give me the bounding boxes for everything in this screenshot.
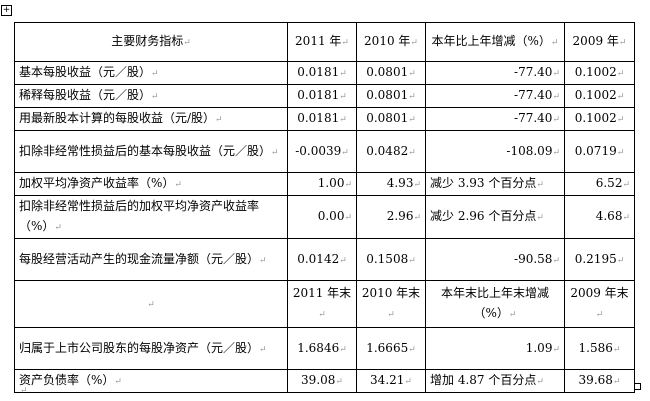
value-cell: 39.08: [287, 369, 357, 393]
value-cell: 0.00: [287, 195, 357, 239]
table-row: 加权平均净资产收益率（%）1.004.93减少 3.93 个百分点6.52: [14, 172, 635, 196]
indicator-label-cell: 用最新股本计算的每股收益（元/股）: [14, 107, 288, 131]
value-cell: 1.586: [564, 327, 635, 370]
value-cell: -77.40: [425, 84, 565, 108]
value-cell: 0.0801: [356, 84, 426, 108]
value-cell: 本年比上年增减（%）: [425, 22, 565, 62]
indicator-label-cell: 主要财务指标: [14, 22, 288, 62]
table-row: 归属于上市公司股东的每股净资产（元／股）1.68461.66651.091.58…: [14, 327, 635, 370]
value-cell: 0.0801: [356, 107, 426, 131]
value-cell: -90.58: [425, 238, 565, 281]
table-row: 用最新股本计算的每股收益（元/股）0.01810.0801-77.400.100…: [14, 107, 635, 131]
value-cell: 0.0142: [287, 238, 357, 281]
value-cell: 1.09: [425, 327, 565, 370]
value-cell: 2011 年: [287, 22, 357, 62]
value-cell: 减少 3.93 个百分点: [425, 172, 565, 196]
indicator-label-cell: [14, 280, 288, 328]
value-cell: 2009 年末: [564, 280, 635, 328]
value-cell: 0.0181: [287, 107, 357, 131]
value-cell: 增加 4.87 个百分点: [425, 369, 565, 393]
paragraph-mark-icon: ↵: [20, 386, 28, 396]
value-cell: 0.0482: [356, 130, 426, 173]
value-cell: 34.21: [356, 369, 426, 393]
value-cell: -0.0039: [287, 130, 357, 173]
table-row: 资产负债率（%）39.0834.21增加 4.87 个百分点39.68: [14, 369, 635, 393]
value-cell: 0.2195: [564, 238, 635, 281]
value-cell: 2011 年末: [287, 280, 357, 328]
value-cell: 0.0801: [356, 61, 426, 85]
value-cell: -77.40: [425, 61, 565, 85]
table-row: 基本每股收益（元／股）0.01810.0801-77.400.1002: [14, 61, 635, 85]
value-cell: 本年末比上年末增减（%）: [425, 280, 565, 328]
value-cell: 1.00: [287, 172, 357, 196]
indicator-label-cell: 基本每股收益（元／股）: [14, 61, 288, 85]
indicator-label-cell: 每股经营活动产生的现金流量净额（元／股）: [14, 238, 288, 281]
value-cell: 0.0719: [564, 130, 635, 173]
table-move-handle-icon[interactable]: +: [1, 5, 12, 16]
financial-indicators-table: 主要财务指标2011 年2010 年本年比上年增减（%）2009 年基本每股收益…: [14, 22, 635, 393]
indicator-label-cell: 加权平均净资产收益率（%）: [14, 172, 288, 196]
value-cell: 0.1508: [356, 238, 426, 281]
table-row: 稀释每股收益（元／股）0.01810.0801-77.400.1002: [14, 84, 635, 108]
value-cell: -108.09: [425, 130, 565, 173]
value-cell: 39.68: [564, 369, 635, 393]
table-resize-handle[interactable]: [634, 383, 641, 390]
value-cell: 2010 年末: [356, 280, 426, 328]
table-header-row: 2011 年末2010 年末本年末比上年末增减（%）2009 年末: [14, 280, 635, 328]
table-row: 每股经营活动产生的现金流量净额（元／股）0.01420.1508-90.580.…: [14, 238, 635, 281]
value-cell: 2.96: [356, 195, 426, 239]
value-cell: 0.1002: [564, 84, 635, 108]
value-cell: 0.1002: [564, 61, 635, 85]
indicator-label-cell: 稀释每股收益（元／股）: [14, 84, 288, 108]
value-cell: 6.52: [564, 172, 635, 196]
indicator-label-cell: 扣除非经常性损益后的加权平均净资产收益率（%）: [14, 195, 288, 239]
table-row: 扣除非经常性损益后的基本每股收益（元／股）-0.00390.0482-108.0…: [14, 130, 635, 173]
value-cell: 0.1002: [564, 107, 635, 131]
value-cell: 减少 2.96 个百分点: [425, 195, 565, 239]
indicator-label-cell: 资产负债率（%）: [14, 369, 288, 393]
indicator-label-cell: 扣除非经常性损益后的基本每股收益（元／股）: [14, 130, 288, 173]
table-header-row: 主要财务指标2011 年2010 年本年比上年增减（%）2009 年: [14, 22, 635, 62]
table-row: 扣除非经常性损益后的加权平均净资产收益率（%）0.002.96减少 2.96 个…: [14, 195, 635, 239]
value-cell: 2009 年: [564, 22, 635, 62]
value-cell: 1.6846: [287, 327, 357, 370]
value-cell: -77.40: [425, 107, 565, 131]
value-cell: 0.0181: [287, 61, 357, 85]
value-cell: 1.6665: [356, 327, 426, 370]
value-cell: 4.68: [564, 195, 635, 239]
value-cell: 0.0181: [287, 84, 357, 108]
indicator-label-cell: 归属于上市公司股东的每股净资产（元／股）: [14, 327, 288, 370]
value-cell: 2010 年: [356, 22, 426, 62]
value-cell: 4.93: [356, 172, 426, 196]
